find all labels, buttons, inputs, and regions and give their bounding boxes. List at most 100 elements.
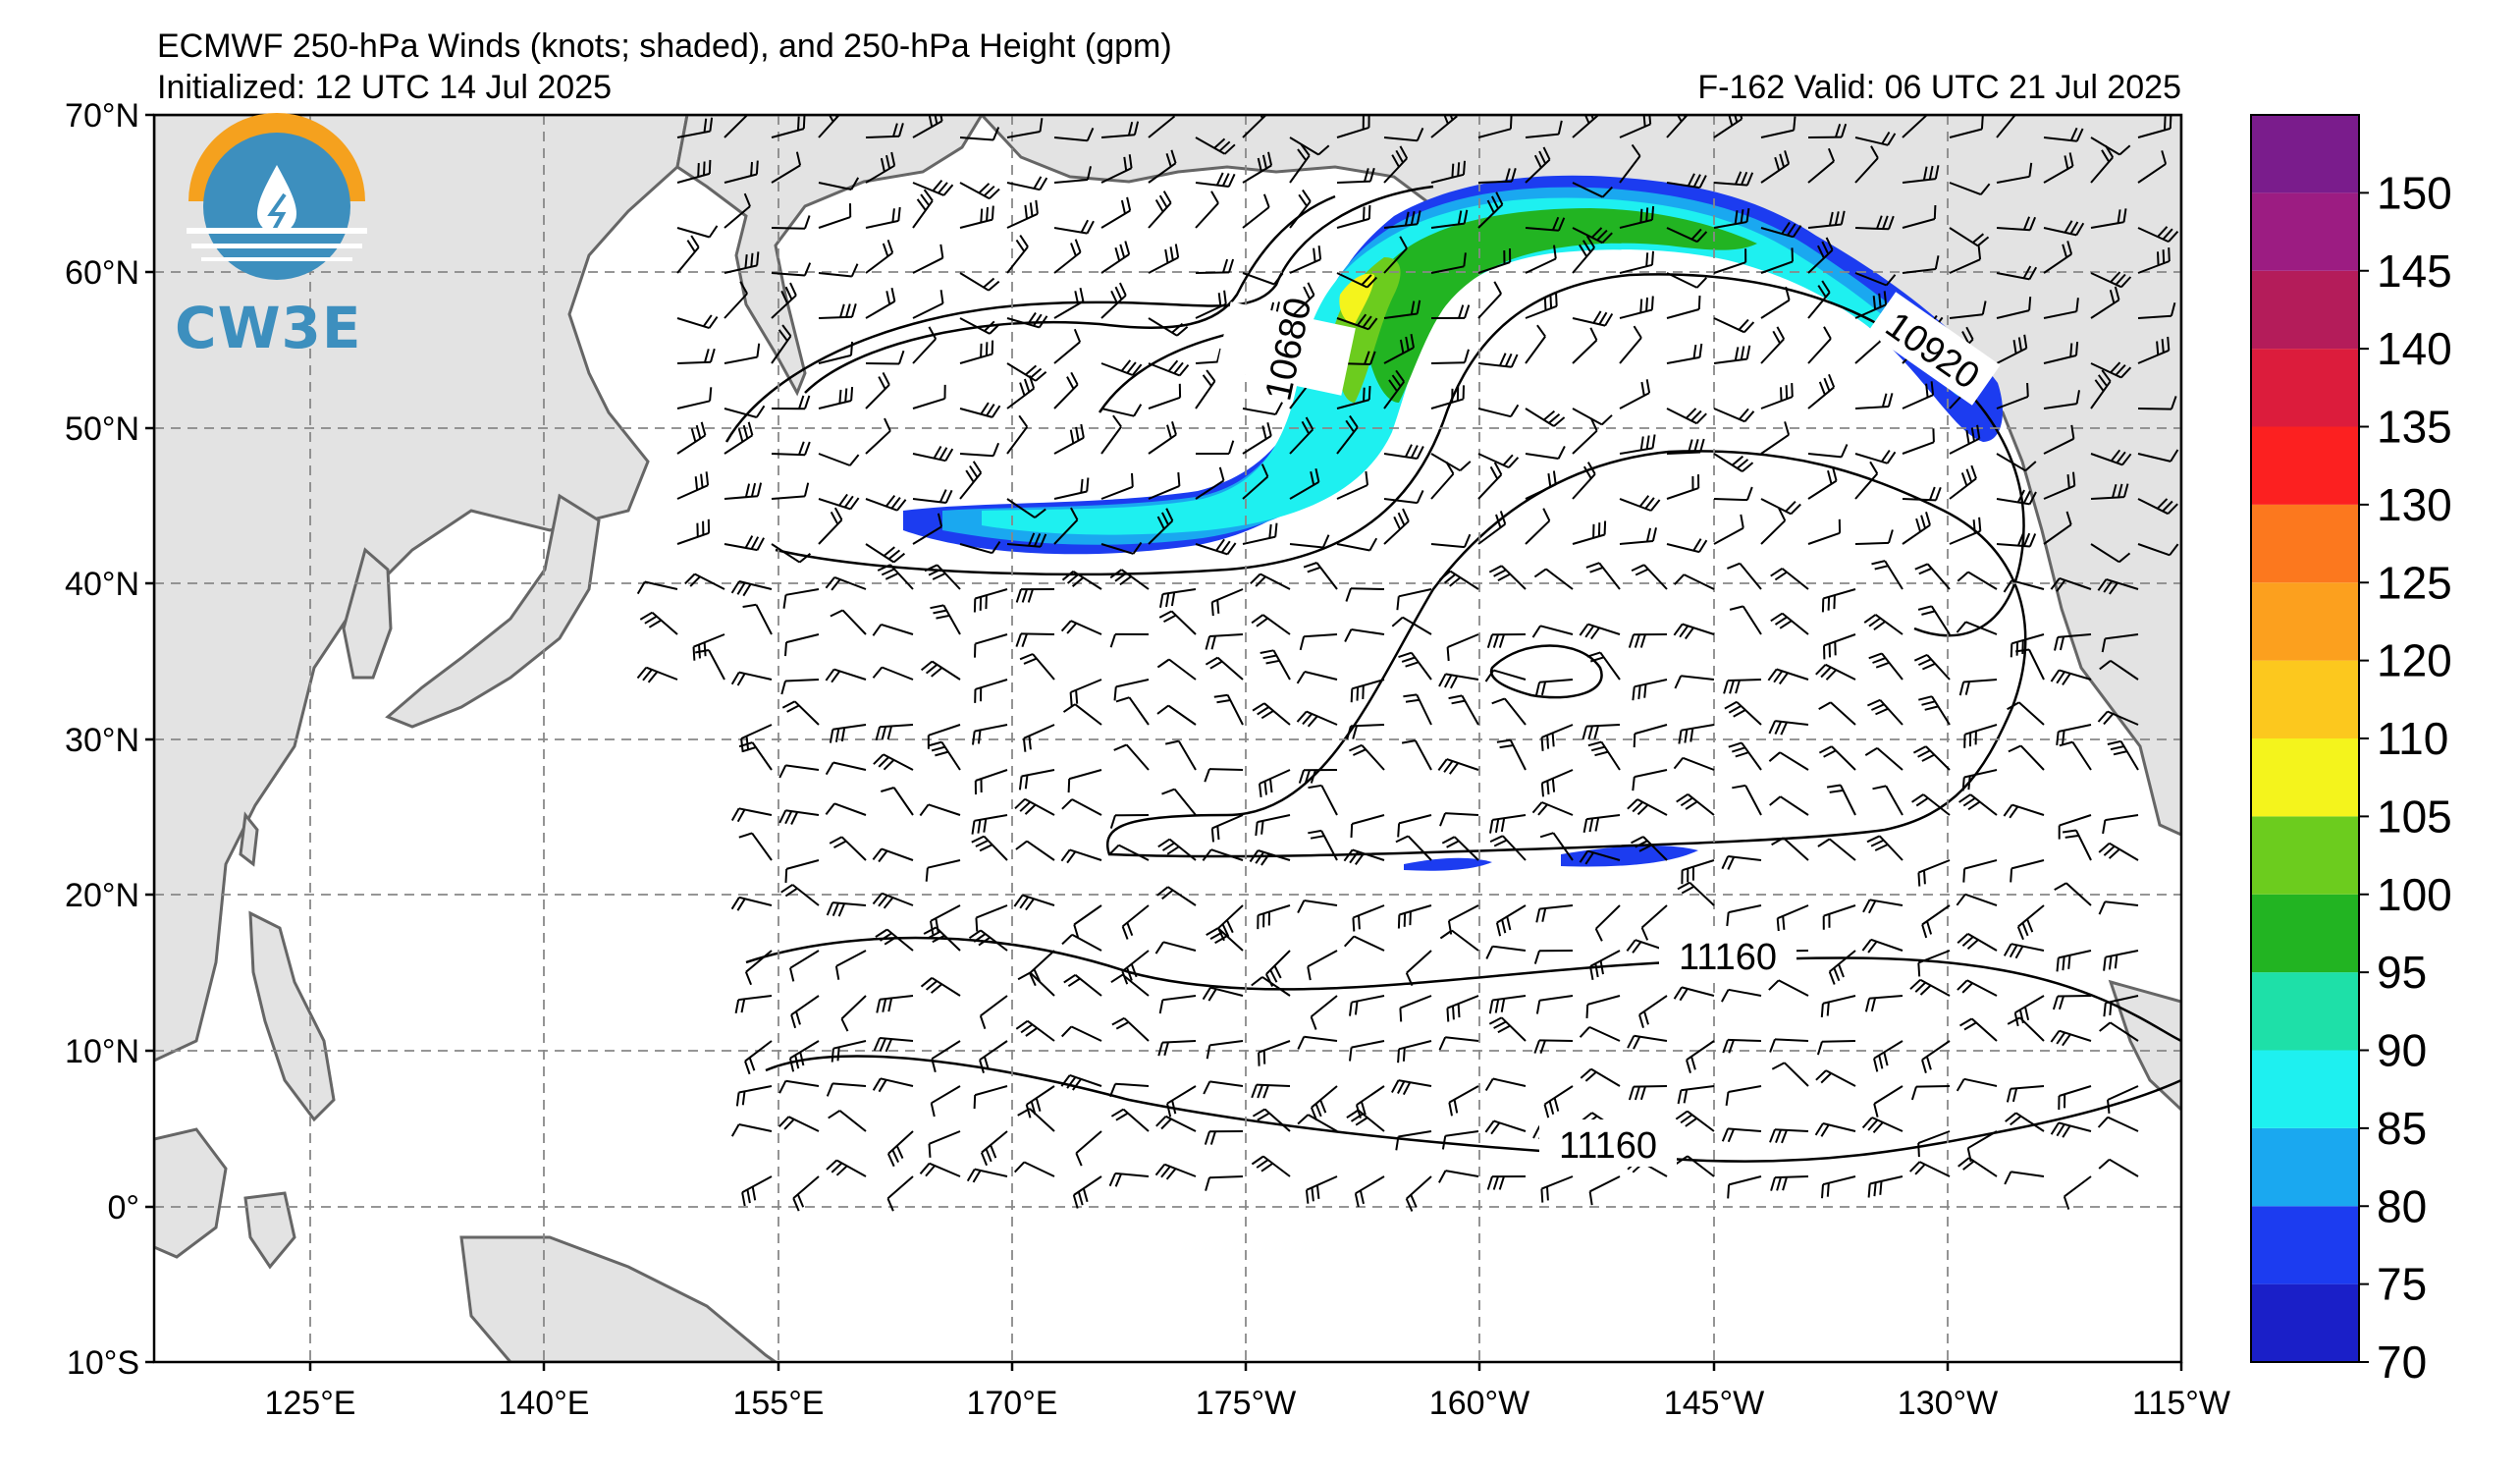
wind-barb-feather [1675,1110,1689,1120]
wind-barb-feather [1310,470,1315,486]
wind-barb-feather [1590,227,1603,239]
wind-barb [1447,633,1479,649]
wind-barb-feather [972,461,983,474]
wind-barb-feather [1780,387,1783,402]
wind-barb-feather [1957,933,1969,945]
wind-barb-feather [1873,1103,1879,1118]
wind-barb-feather [2069,127,2078,141]
wind-barb-feather [2109,1001,2113,1015]
wind-barb-feather [1826,1002,1830,1016]
wind-barb-feather [1737,459,1749,469]
wind-barb-feather [925,980,938,991]
wind-barb-feather [825,576,835,589]
wind-barb-feather [1590,745,1605,752]
wind-barb-feather [1917,658,1932,667]
colorbar-segment [2251,1206,2359,1284]
wind-barb-feather [1834,211,1840,226]
wind-barb-feather [756,537,765,551]
wind-barb-feather [1209,931,1223,940]
wind-barb [1713,526,1744,545]
colorbar-tick-label: 105 [2377,791,2452,842]
wind-barb-feather [1448,1102,1453,1117]
wind-barb-feather [792,1197,800,1212]
wind-barb-feather [1217,293,1222,307]
wind-barb-feather [965,469,975,483]
wind-barb-feather [1220,540,1231,554]
wind-barb-feather [1582,465,1592,479]
wind-barb [1807,531,1841,545]
wind-barb-feather [1357,313,1367,326]
wind-barb-feather [1108,844,1120,856]
cw3e-logo-icon [187,113,367,280]
wind-barb-feather [1299,636,1306,651]
wind-barb-feather [1727,562,1741,570]
wind-barb-feather [932,573,946,580]
wind-barb-feather [742,102,748,115]
wind-barb-feather [1115,696,1130,703]
wind-barb-feather [2167,503,2178,515]
valid-time: F-162 Valid: 06 UTC 21 Jul 2025 [1697,69,2181,106]
wind-barb-feather [804,215,811,230]
wind-barb [785,859,820,870]
wind-barb-feather [2056,1031,2066,1045]
wind-barb [1682,756,1715,771]
wind-barb-feather [1782,915,1786,930]
wind-barb-feather [2062,829,2077,834]
wind-barb-feather [708,316,719,329]
wind-barb-feather [1029,972,1037,987]
wind-barb-feather [850,387,854,402]
wind-barb-feather [1261,425,1267,440]
wind-barb [1885,785,1903,816]
colorbar-tick-label: 150 [2377,167,2452,218]
wind-barb-feather [1585,235,1595,248]
wind-barb-feather [736,898,746,911]
wind-barb [1208,1175,1244,1179]
wind-barb-feather [1216,699,1231,704]
wind-barb-feather [1538,150,1547,165]
wind-barb-feather [1321,534,1330,548]
wind-barb-feather [703,118,708,133]
wind-barb [1148,396,1181,409]
wind-barb-feather [1350,688,1354,703]
wind-barb [1917,1130,1951,1145]
wind-barb-feather [1344,628,1353,642]
wind-barb [818,216,851,229]
wind-barb [1996,309,2030,319]
wind-barb-feather [973,933,987,943]
wind-barb [1760,519,1786,545]
wind-barb-feather [1912,745,1927,754]
wind-barb-feather [1635,840,1648,848]
wind-barb [1289,543,1323,549]
wind-barb-feather [1840,444,1849,458]
wind-barb-feather [799,1052,805,1066]
lat-label: 30°N [65,722,139,759]
wind-barb [1915,1085,1951,1088]
wind-barb-feather [2028,297,2032,311]
wind-barb-feather [1780,722,1789,736]
wind-barb-feather [991,205,994,220]
wind-barb-feather [1024,775,1029,790]
colorbar-segment [2251,1127,2359,1207]
wind-barb-feather [834,728,840,742]
wind-barb-feather [1156,658,1170,669]
wind-barb-feather [1161,512,1169,525]
wind-barb-feather [2006,1088,2012,1103]
wind-barb-feather [1933,204,1937,220]
wind-barb [1967,571,1998,590]
wind-barb-feather [2097,710,2109,723]
wind-barb-feather [2063,1196,2070,1210]
wind-barb-feather [1583,115,1590,124]
wind-barb [2043,310,2077,319]
wind-barb-feather [1636,803,1649,816]
wind-barb-feather [969,464,979,478]
wind-barb [2109,1158,2139,1177]
wind-barb [1070,1025,1102,1042]
wind-barb-feather [1818,745,1833,754]
wind-barb-feather [923,926,937,935]
wind-barb-feather [1262,654,1277,660]
wind-barb-feather [1463,533,1472,548]
wind-barb-feather [1061,798,1073,810]
wind-barb-feather [1361,274,1372,286]
wind-barb [1784,1062,1809,1087]
wind-barb-feather [2121,453,2132,466]
